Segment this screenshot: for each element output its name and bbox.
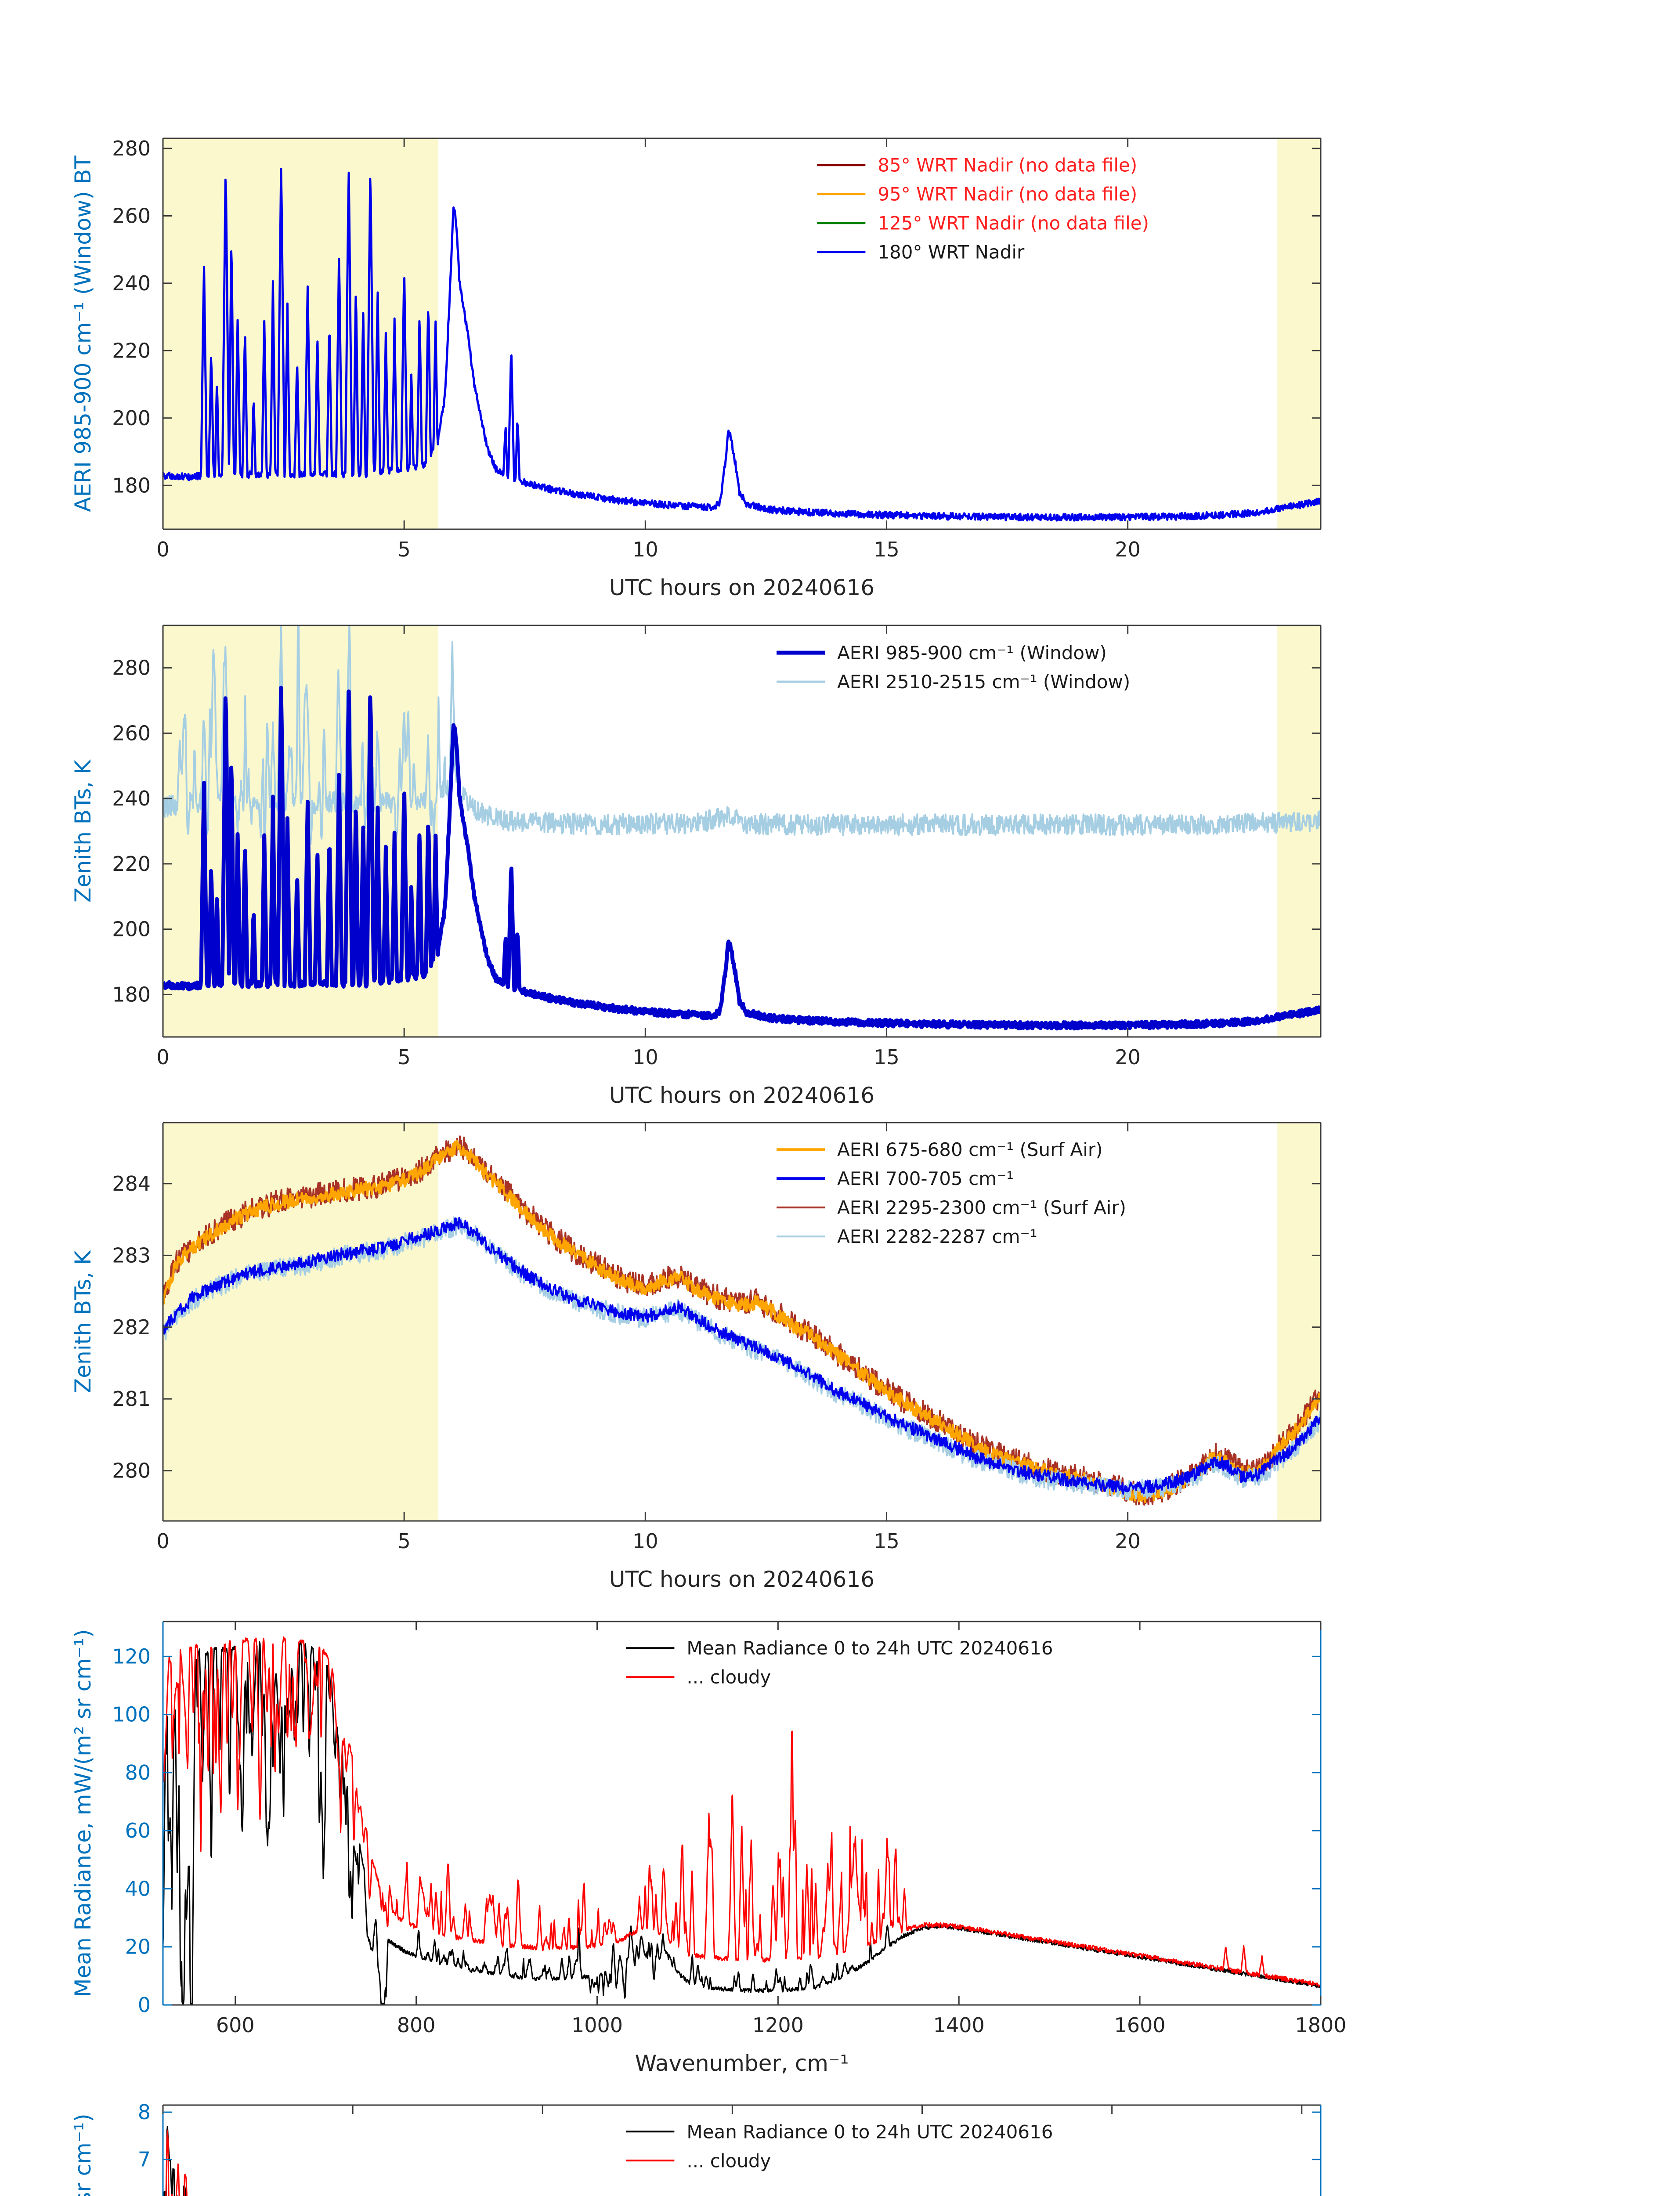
series-aeri-985-900-window: [163, 686, 1321, 1031]
legend-label-mean-radiance-0-to-24h-utc-20240616: Mean Radiance 0 to 24h UTC 20240616: [686, 1637, 1053, 1659]
y-tick-label: 283: [112, 1243, 151, 1267]
x-tick-label: 10: [632, 1045, 658, 1069]
legend-label-mean-radiance-0-to-24h-utc-20240616: Mean Radiance 0 to 24h UTC 20240616: [686, 2121, 1053, 2142]
y-tick-label: 40: [125, 1877, 151, 1900]
panel-2: 0 5 10 15 20 180 200 220 240 260 280 UTC hours on 2…: [70, 625, 1322, 1108]
y-tick-label: 281: [112, 1387, 151, 1411]
y-tick-label: 284: [112, 1172, 151, 1196]
y-tick-label: 6: [138, 2195, 151, 2196]
y-tick-label: 200: [112, 406, 151, 430]
y-tick-label: 280: [112, 1459, 151, 1483]
series-mean-radiance-cloudy: [163, 1636, 1321, 1987]
x-tick-label: 1800: [1295, 2013, 1346, 2037]
legend: AERI 675-680 cm⁻¹ (Surf Air) AERI 700-705…: [777, 1139, 1126, 1247]
y-tick-label: 200: [112, 917, 151, 941]
x-tick-label: 0: [156, 1045, 169, 1069]
legend-label-aeri-2510-2515-cm-window: AERI 2510-2515 cm⁻¹ (Window): [837, 671, 1130, 693]
x-tick-label: 600: [216, 2013, 255, 2037]
x-tick-label: 15: [874, 1045, 900, 1069]
x-tick-label: 20: [1115, 1529, 1141, 1553]
legend: 85° WRT Nadir (no data file) 95° WRT Nadi…: [817, 155, 1149, 263]
y-tick-label: 120: [112, 1644, 151, 1668]
y-tick-label: 282: [112, 1315, 151, 1339]
legend-label-85-wrt-nadir-no-data-file: 85° WRT Nadir (no data file): [878, 155, 1137, 176]
x-axis-label: UTC hours on 20240616: [609, 575, 874, 600]
x-tick-label: 5: [398, 1045, 411, 1069]
x-tick-label: 5: [398, 538, 411, 561]
daylight-shaded-band: [1277, 625, 1321, 1037]
y-tick-label: 220: [112, 339, 151, 362]
series-mean-radiance-clear: [163, 1641, 1321, 2005]
y-axis-label: Zenith BTs, K: [70, 759, 96, 903]
legend-label-aeri-675-680-cm-surf-air: AERI 675-680 cm⁻¹ (Surf Air): [837, 1139, 1103, 1160]
y-tick-label: 180: [112, 982, 151, 1006]
x-tick-label: 15: [874, 538, 900, 561]
y-tick-label: 7: [138, 2148, 151, 2171]
x-tick-label: 5: [398, 1529, 411, 1553]
y-tick-label: 100: [112, 1703, 151, 1726]
y-axis-label: Zenith BTs, K: [70, 1250, 96, 1393]
y-tick-label: 180: [112, 473, 151, 497]
y-tick-label: 8: [138, 2100, 151, 2124]
legend-label-cloudy: ... cloudy: [686, 1666, 771, 1688]
y-axis-label: AERI 985-900 cm⁻¹ (Window) BT: [70, 155, 96, 512]
series-aeri-700-705: [163, 1217, 1321, 1495]
series-180-wrt-nadir: [163, 168, 1321, 522]
x-tick-label: 1200: [752, 2013, 804, 2037]
x-tick-label: 0: [156, 1529, 169, 1553]
x-tick-label: 800: [397, 2013, 436, 2037]
y-tick-label: 240: [112, 787, 151, 810]
legend: Mean Radiance 0 to 24h UTC 20240616 ... c…: [626, 2121, 1053, 2171]
legend-label-aeri-2295-2300-cm-surf-air: AERI 2295-2300 cm⁻¹ (Surf Air): [837, 1197, 1126, 1218]
y-tick-label: 260: [112, 721, 151, 745]
x-tick-label: 1600: [1114, 2013, 1166, 2037]
x-tick-label: 15: [874, 1529, 900, 1553]
x-axis-label: UTC hours on 20240616: [609, 1083, 874, 1108]
legend-label-aeri-985-900-cm-window: AERI 985-900 cm⁻¹ (Window): [837, 642, 1107, 664]
y-axis-label: Mean Radiance, mW/(m² sr cm⁻¹): [70, 2113, 96, 2196]
panel-1: 0 5 10 15 20 180 200 220 240 260 280 UTC hours on 2…: [70, 137, 1322, 600]
legend: Mean Radiance 0 to 24h UTC 20240616 ... c…: [626, 1637, 1053, 1688]
daylight-shaded-band: [1277, 138, 1321, 529]
x-tick-label: 1400: [933, 2013, 985, 2037]
legend-label-aeri-700-705-cm: AERI 700-705 cm⁻¹: [837, 1168, 1014, 1189]
x-tick-label: 10: [632, 1529, 658, 1553]
legend-label-125-wrt-nadir-no-data-file: 125° WRT Nadir (no data file): [878, 213, 1149, 234]
x-tick-label: 10: [632, 538, 658, 561]
x-tick-label: 20: [1115, 538, 1141, 561]
y-tick-label: 280: [112, 137, 151, 160]
daylight-shaded-band: [163, 1123, 438, 1521]
y-tick-label: 80: [125, 1761, 151, 1784]
y-tick-label: 260: [112, 204, 151, 228]
panel-4: 600 800 1000 1200 1400 1600 1800 0 20 40 60 80 100 12…: [70, 1621, 1347, 2076]
x-axis-label: UTC hours on 20240616: [609, 1567, 874, 1592]
legend-label-aeri-2282-2287-cm: AERI 2282-2287 cm⁻¹: [837, 1226, 1037, 1247]
x-tick-label: 1000: [571, 2013, 623, 2037]
legend: AERI 985-900 cm⁻¹ (Window) AERI 2510-2515…: [777, 642, 1130, 693]
series-aeri-2510-2515-window: [163, 625, 1321, 846]
x-tick-label: 20: [1115, 1045, 1141, 1069]
panel-3: 0 5 10 15 20 280 281 282 283 284 UTC hours on 2024…: [70, 1122, 1322, 1592]
y-tick-label: 60: [125, 1819, 151, 1842]
y-tick-label: 240: [112, 271, 151, 295]
y-tick-label: 220: [112, 852, 151, 876]
y-axis-label: Mean Radiance, mW/(m² sr cm⁻¹): [70, 1629, 96, 1997]
legend-label-95-wrt-nadir-no-data-file: 95° WRT Nadir (no data file): [878, 184, 1137, 205]
y-tick-label: 0: [138, 1993, 151, 2017]
x-tick-label: 0: [156, 538, 169, 561]
x-axis-label: Wavenumber, cm⁻¹: [635, 2051, 849, 2076]
legend-label-180-wrt-nadir: 180° WRT Nadir: [878, 242, 1025, 263]
panel-5: 1800200022002400260028003000012345678Wav…: [70, 2100, 1322, 2196]
legend-label-cloudy: ... cloudy: [686, 2150, 771, 2171]
y-tick-label: 20: [125, 1935, 151, 1959]
y-tick-label: 280: [112, 656, 151, 680]
